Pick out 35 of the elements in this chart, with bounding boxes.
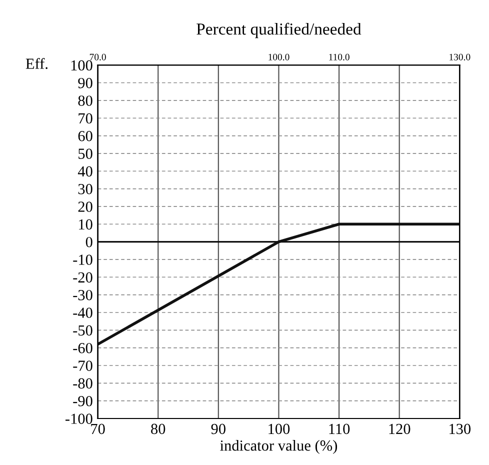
- x-tick-label: 120: [389, 424, 410, 434]
- x-axis-title: indicator value (%): [220, 440, 338, 454]
- y-tick-label: 90: [78, 78, 92, 88]
- y-tick-label: 20: [78, 202, 92, 212]
- y-tick-label: 50: [78, 148, 92, 159]
- y-tick-label: 0: [86, 236, 92, 248]
- x-tick-label: 70: [91, 424, 105, 434]
- x2-tick-label: 100.0: [268, 54, 290, 60]
- y-axis-title: Eff.: [26, 58, 48, 69]
- x2-tick-label: 130.0: [450, 54, 470, 60]
- x-tick-label: 90: [211, 424, 226, 434]
- y-tick-label: 70: [78, 113, 92, 124]
- chart-title: Percent qualified/needed: [196, 22, 362, 38]
- x-tick-label: 80: [151, 424, 166, 434]
- y-tick-label: -50: [73, 325, 92, 336]
- y-tick-label: 60: [78, 130, 92, 142]
- y-tick-label: -100: [66, 414, 92, 424]
- x2-tick-label: 110.0: [329, 54, 350, 60]
- y-tick-label: -80: [73, 378, 92, 389]
- x-tick-label: 130: [450, 424, 471, 434]
- y-tick-label: -70: [73, 360, 92, 371]
- x-tick-label: 100: [268, 424, 290, 434]
- y-tick-label: -30: [73, 290, 92, 300]
- y-tick-label: -90: [73, 396, 92, 406]
- y-tick-label: 40: [78, 166, 92, 177]
- y-tick-label: -20: [73, 272, 92, 283]
- x2-tick-label: 70.0: [90, 54, 106, 60]
- y-tick-label: 80: [78, 96, 92, 106]
- y-tick-label: 100: [71, 60, 92, 71]
- y-tick-label: -60: [73, 342, 92, 354]
- y-tick-label: -40: [73, 308, 92, 318]
- y-tick-label: 30: [78, 184, 92, 194]
- y-tick-label: 10: [79, 219, 92, 230]
- x-tick-label: 110: [329, 424, 350, 434]
- y-tick-label: -10: [73, 254, 92, 265]
